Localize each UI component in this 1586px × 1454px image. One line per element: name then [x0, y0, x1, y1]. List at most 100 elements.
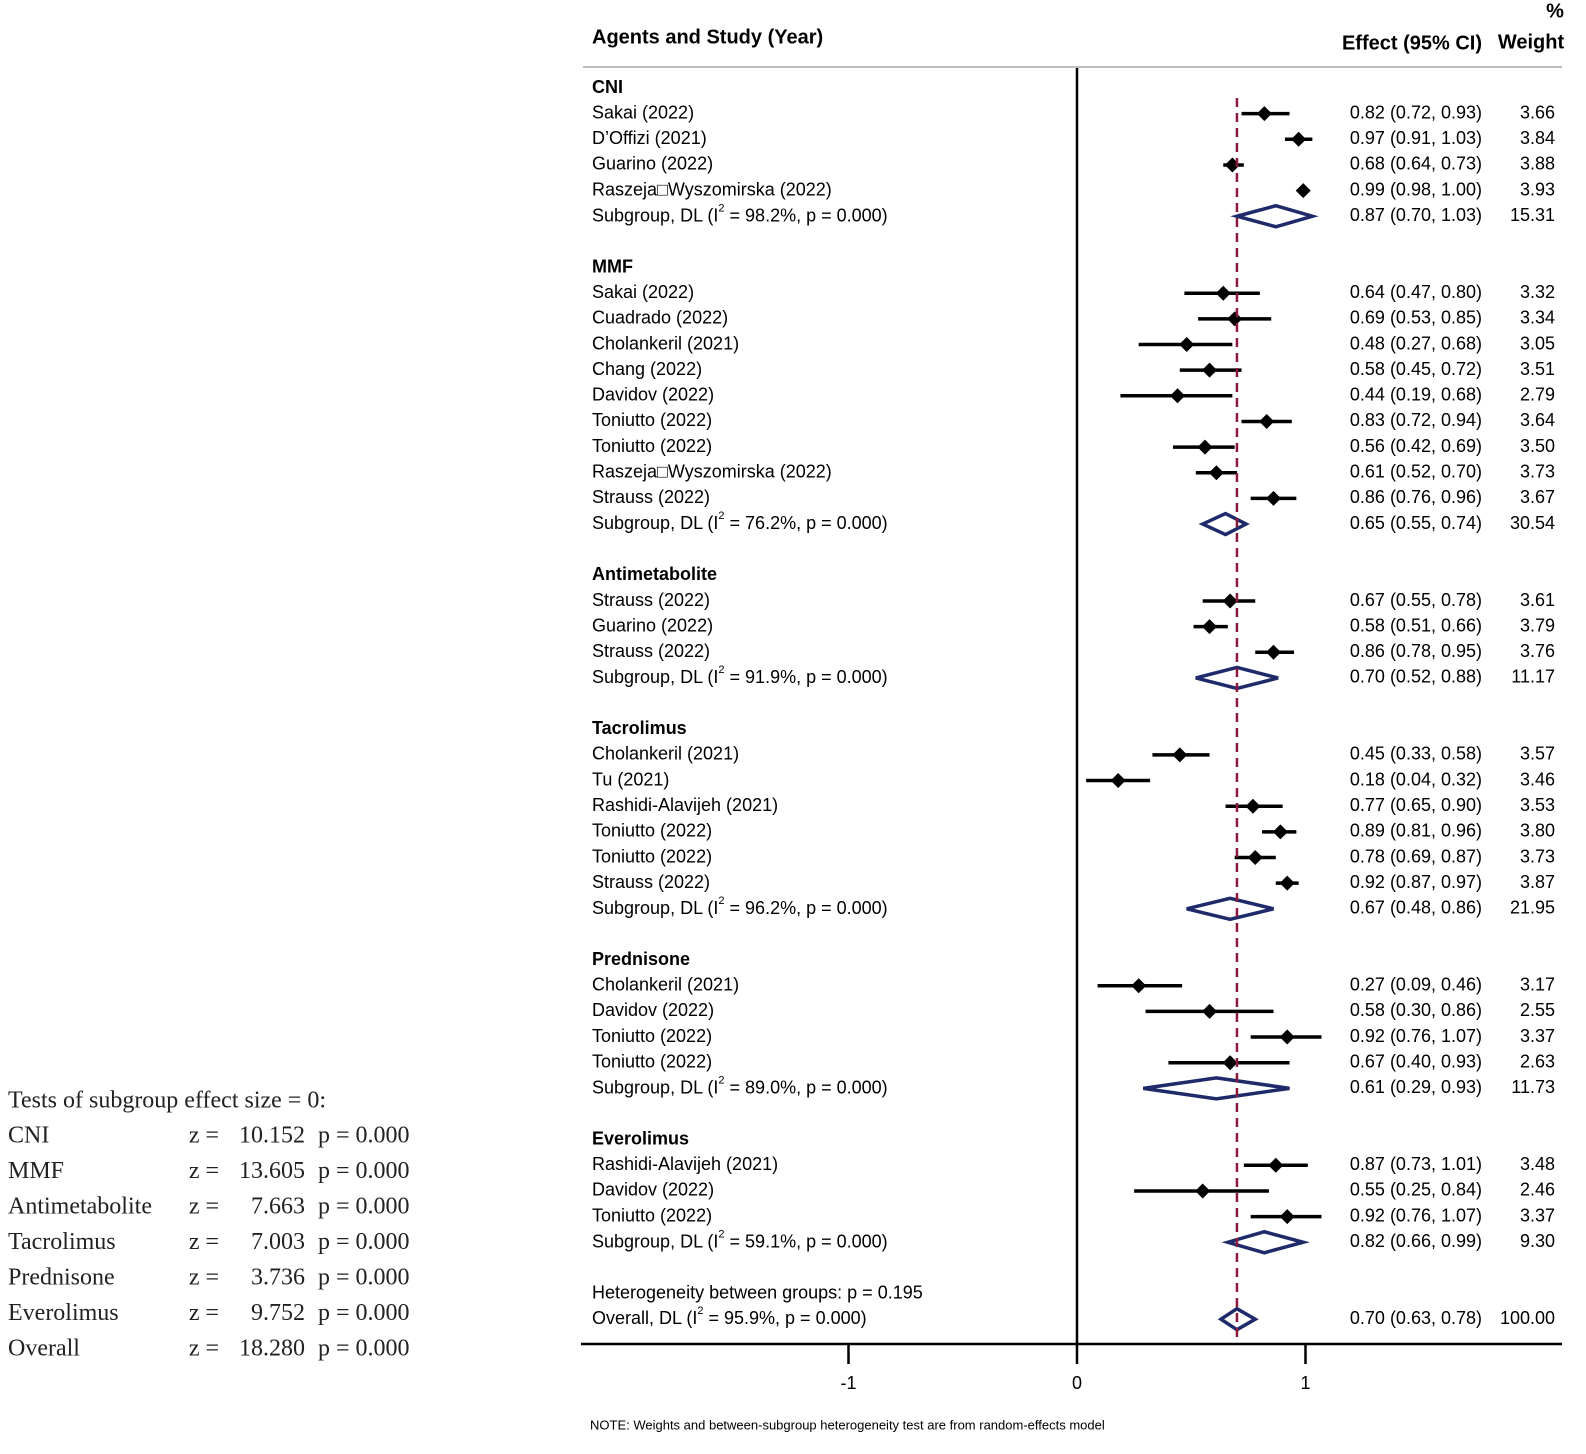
study-label: Rashidi-Alavijeh (2021)	[592, 1154, 778, 1174]
point-estimate-marker	[1215, 285, 1231, 301]
study-weight: 3.53	[1520, 795, 1555, 815]
study-effect: 0.68 (0.64, 0.73)	[1350, 154, 1482, 174]
study-weight: 3.84	[1520, 128, 1555, 148]
study-effect: 0.78 (0.69, 0.87)	[1350, 846, 1482, 866]
subgroup-label: Subgroup, DL (I2 = 98.2%, p = 0.000)	[592, 202, 888, 225]
point-estimate-marker	[1247, 850, 1263, 865]
point-estimate-marker	[1197, 439, 1213, 455]
study-effect: 0.45 (0.33, 0.58)	[1350, 744, 1482, 764]
header: Agents and Study (Year) Effect (95% CI)% W…	[583, 0, 1565, 68]
test-z-value: 18.280	[239, 1336, 305, 1362]
study-effect: 0.44 (0.19, 0.68)	[1350, 385, 1482, 405]
study-effect: 0.77 (0.65, 0.90)	[1350, 795, 1482, 815]
x-axis: -1 0 1 NOTE: Weights and between-subgroup h…	[581, 68, 1562, 1432]
point-estimate-marker	[1227, 311, 1243, 327]
study-effect: 0.89 (0.81, 0.96)	[1350, 821, 1482, 841]
study-label: Chang (2022)	[592, 359, 702, 379]
overall-label: Overall, DL (I2 = 95.9%, p = 0.000)	[592, 1305, 867, 1328]
test-p-value: p = 0.000	[318, 1194, 410, 1220]
study-label: Sakai (2022)	[592, 102, 694, 122]
subgroup-weight: 11.17	[1511, 667, 1555, 687]
test-name: Antimetabolite	[8, 1194, 152, 1220]
study-effect: 0.48 (0.27, 0.68)	[1350, 333, 1482, 353]
study-weight: 3.37	[1520, 1205, 1555, 1225]
point-estimate-marker	[1272, 824, 1288, 840]
study-weight: 3.46	[1520, 769, 1555, 789]
study-label: Cholankeril (2021)	[592, 333, 739, 353]
study-weight: 3.51	[1520, 359, 1555, 379]
subgroup-effect: 0.61 (0.29, 0.93)	[1350, 1077, 1482, 1097]
test-z-label: z =	[189, 1229, 219, 1255]
point-estimate-marker	[1295, 183, 1311, 199]
point-estimate-marker	[1256, 106, 1272, 122]
subgroup-effect: 0.87 (0.70, 1.03)	[1350, 205, 1482, 225]
study-label: Guarino (2022)	[592, 154, 713, 174]
study-effect: 0.97 (0.91, 1.03)	[1350, 128, 1482, 148]
study-label: Toniutto (2022)	[592, 1026, 712, 1046]
study-label: Strauss (2022)	[592, 872, 710, 892]
study-label: Strauss (2022)	[592, 641, 710, 661]
subgroup-diamond	[1195, 665, 1279, 691]
subgroup-weight: 9.30	[1520, 1231, 1555, 1251]
study-label: Sakai (2022)	[592, 282, 694, 302]
group-heading: Everolimus	[592, 1128, 689, 1148]
point-estimate-marker	[1245, 798, 1261, 814]
test-z-label: z =	[189, 1123, 219, 1149]
x-tick-label: 1	[1300, 1373, 1310, 1393]
study-effect: 0.86 (0.78, 0.95)	[1350, 641, 1482, 661]
test-name: Tacrolimus	[8, 1229, 116, 1255]
test-p-value: p = 0.000	[318, 1336, 410, 1362]
study-weight: 2.46	[1520, 1180, 1555, 1200]
study-label: Davidov (2022)	[592, 1000, 714, 1020]
test-p-value: p = 0.000	[318, 1158, 410, 1184]
subgroup-diamond	[1230, 203, 1319, 229]
test-p-value: p = 0.000	[318, 1300, 410, 1326]
subgroup-label: Subgroup, DL (I2 = 59.1%, p = 0.000)	[592, 1228, 888, 1251]
study-label: Cholankeril (2021)	[592, 744, 739, 764]
study-weight: 3.05	[1520, 333, 1555, 353]
subgroup-diamond	[1221, 1229, 1310, 1255]
study-weight: 3.66	[1520, 102, 1555, 122]
x-tick-label: -1	[840, 1373, 856, 1393]
subgroup-weight: 15.31	[1510, 205, 1555, 225]
test-z-value: 7.663	[251, 1194, 305, 1220]
study-label: Cuadrado (2022)	[592, 308, 728, 328]
study-weight: 3.34	[1520, 308, 1555, 328]
study-weight: 2.55	[1520, 1000, 1555, 1020]
study-effect: 0.27 (0.09, 0.46)	[1350, 975, 1482, 995]
study-weight: 2.79	[1520, 385, 1555, 405]
study-effect: 0.61 (0.52, 0.70)	[1350, 462, 1482, 482]
tests-title: Tests of subgroup effect size = 0:	[8, 1088, 326, 1114]
study-weight: 3.67	[1520, 487, 1555, 507]
subgroup-effect: 0.67 (0.48, 0.86)	[1350, 898, 1482, 918]
point-estimate-marker	[1131, 978, 1147, 994]
study-label: Toniutto (2022)	[592, 436, 712, 456]
study-effect: 0.83 (0.72, 0.94)	[1350, 410, 1482, 430]
footnote: NOTE: Weights and between-subgroup heter…	[590, 1417, 1105, 1432]
study-effect: 0.64 (0.47, 0.80)	[1350, 282, 1482, 302]
test-p-value: p = 0.000	[318, 1265, 410, 1291]
study-weight: 3.87	[1520, 872, 1555, 892]
header-weight-percent: %	[1546, 0, 1564, 22]
test-z-value: 13.605	[239, 1158, 305, 1184]
study-effect: 0.58 (0.45, 0.72)	[1350, 359, 1482, 379]
point-estimate-marker	[1259, 413, 1275, 429]
test-z-label: z =	[189, 1194, 219, 1220]
test-z-value: 7.003	[251, 1229, 305, 1255]
header-weight: Weight	[1498, 31, 1565, 53]
study-weight: 3.48	[1520, 1154, 1555, 1174]
rows: CNI Sakai (2022) 0.82 (0.72, 0.93) 3.66 D’Of…	[592, 77, 1555, 1332]
test-name: Overall	[8, 1336, 80, 1362]
test-z-label: z =	[189, 1158, 219, 1184]
point-estimate-marker	[1170, 388, 1186, 404]
study-weight: 3.61	[1520, 590, 1555, 610]
subgroup-label: Subgroup, DL (I2 = 89.0%, p = 0.000)	[592, 1074, 888, 1097]
study-label: Rashidi-Alavijeh (2021)	[592, 795, 778, 815]
point-estimate-marker	[1179, 337, 1195, 352]
test-z-value: 10.152	[239, 1123, 305, 1149]
test-z-label: z =	[189, 1336, 219, 1362]
study-effect: 0.92 (0.87, 0.97)	[1350, 872, 1482, 892]
test-name: Everolimus	[8, 1300, 119, 1326]
study-effect: 0.92 (0.76, 1.07)	[1350, 1205, 1482, 1225]
